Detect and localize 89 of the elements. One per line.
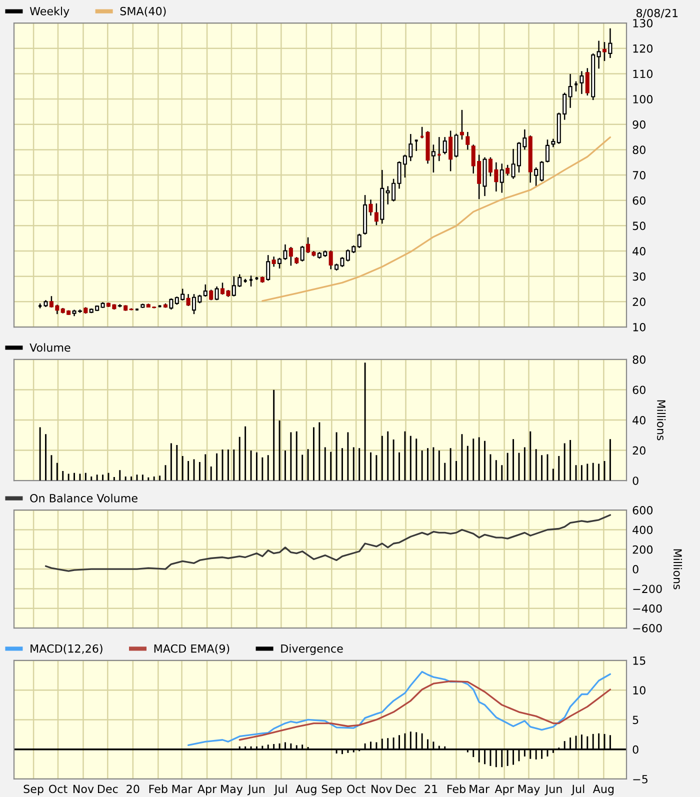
y-tick-label: −400 — [633, 604, 662, 613]
y-tick-label: 0 — [632, 745, 638, 754]
legend-label: MACD(12,26) — [30, 644, 102, 654]
y-tick-label: −5 — [633, 775, 648, 784]
y-tick-label: 100 — [633, 95, 653, 104]
y-tick-label: 15 — [633, 656, 646, 665]
candlestick — [300, 245, 304, 262]
legend-label: Divergence — [281, 644, 343, 655]
candlestick — [214, 286, 219, 301]
y-tick-label: 20 — [632, 298, 646, 306]
candlestick — [608, 28, 612, 59]
x-tick-label: Dec — [98, 784, 118, 794]
y-tick-label: 40 — [632, 416, 646, 424]
candlestick — [466, 131, 470, 150]
line-series — [262, 136, 612, 302]
x-tick-label: Nov — [73, 784, 94, 794]
y-tick-label: 400 — [632, 526, 653, 534]
y-tick-label: 40 — [632, 246, 646, 256]
y-tick-label: 70 — [632, 170, 646, 180]
x-tick-label: Feb — [149, 784, 168, 794]
x-tick-label: Jun — [544, 784, 562, 796]
x-tick-label: Mar — [470, 784, 490, 794]
y-tick-label: 60 — [632, 386, 646, 394]
y-axis-title: Millions — [657, 400, 666, 440]
y-tick-label: −200 — [633, 584, 662, 594]
legend-label: Volume — [30, 343, 70, 352]
candlestick — [357, 233, 362, 249]
y-tick-label: 0 — [632, 565, 638, 574]
y-tick-label: 80 — [632, 146, 646, 154]
candlestick — [248, 274, 254, 288]
x-tick-label: Dec — [396, 784, 416, 794]
x-tick-label: May — [518, 784, 540, 796]
y-axis-title: Millions — [673, 549, 682, 590]
y-tick-label: 0 — [632, 476, 638, 485]
y-tick-label: 30 — [632, 272, 646, 281]
y-tick-label: 60 — [632, 196, 646, 205]
line-series — [44, 514, 612, 572]
y-tick-label: 600 — [632, 506, 653, 514]
candlestick — [540, 160, 544, 182]
x-tick-label: Mar — [172, 784, 192, 794]
candlestick — [574, 80, 578, 92]
y-tick-label: 90 — [632, 120, 646, 129]
candlestick — [500, 162, 504, 194]
candlestick — [545, 138, 550, 163]
y-tick-label: 50 — [632, 222, 646, 230]
x-tick-label: Oct — [49, 784, 68, 794]
x-tick-label: Nov — [372, 784, 392, 794]
x-tick-label: Oct — [347, 784, 366, 794]
candlestick — [580, 70, 584, 95]
legend-label: MACD EMA(9) — [154, 644, 230, 654]
line-series — [187, 670, 612, 746]
candlestick — [534, 166, 538, 188]
y-tick-label: 80 — [632, 355, 646, 364]
candlestick — [454, 133, 458, 158]
candlestick — [203, 284, 208, 298]
x-tick-label: Sep — [322, 784, 342, 796]
x-tick-label: 20 — [126, 784, 140, 794]
x-tick-label: Aug — [592, 784, 614, 796]
x-tick-label: Feb — [448, 784, 466, 794]
y-tick-label: 120 — [633, 44, 653, 53]
candlestick — [169, 298, 174, 310]
candlestick — [431, 144, 436, 174]
y-tick-label: 200 — [632, 545, 653, 554]
x-tick-label: Apr — [494, 784, 514, 796]
x-tick-label: Jul — [571, 784, 584, 796]
candlestick — [266, 254, 270, 282]
x-tick-label: Apr — [198, 784, 217, 796]
candlestick — [442, 136, 447, 155]
legend-label: Weekly — [30, 6, 70, 18]
legend-label: On Balance Volume — [30, 494, 138, 502]
line-series — [238, 680, 612, 741]
x-tick-label: Jul — [274, 784, 287, 796]
y-tick-label: 5 — [632, 716, 638, 724]
x-tick-label: 21 — [424, 784, 438, 793]
candlestick — [568, 73, 572, 109]
x-tick-label: Sep — [24, 784, 44, 796]
y-tick-label: 130 — [633, 19, 653, 28]
y-tick-label: 110 — [633, 70, 653, 78]
x-tick-label: Aug — [296, 784, 316, 796]
candlestick — [596, 40, 601, 70]
candlestick — [288, 246, 293, 266]
text: 8/08/21 — [636, 8, 678, 18]
y-tick-label: 20 — [632, 446, 646, 455]
legend-label: SMA(40) — [120, 6, 166, 17]
y-tick-label: 10 — [633, 686, 646, 694]
y-tick-label: −600 — [633, 624, 662, 632]
y-tick-label: 10 — [633, 322, 646, 332]
x-tick-label: Jun — [247, 784, 264, 796]
x-tick-label: May — [221, 784, 243, 796]
